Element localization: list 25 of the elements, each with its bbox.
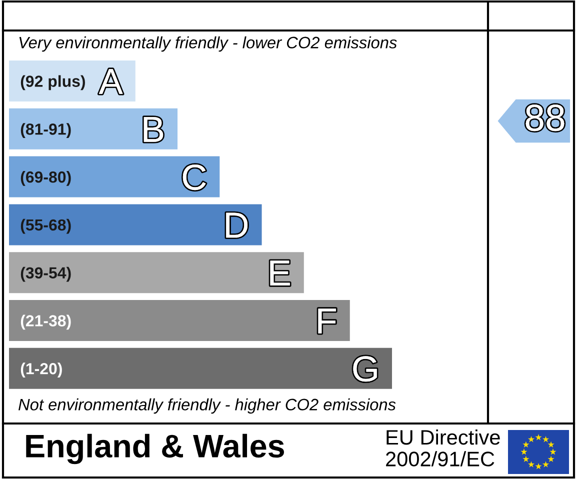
y-tick-label: (55-68) — [20, 218, 71, 234]
text: Very environmentally friendly - lower CO2 emissions — [19, 36, 397, 52]
bar — [9, 204, 262, 246]
annotation: A — [98, 69, 123, 94]
text: EU Directive 2002/91/EC — [386, 429, 500, 466]
text: England & Wales — [26, 434, 284, 464]
bar — [9, 300, 350, 341]
annotation: D — [226, 212, 248, 238]
annotation: C — [182, 164, 206, 190]
bar — [9, 348, 392, 389]
text: 88 — [526, 104, 564, 132]
bar — [9, 252, 304, 294]
annotation: F — [318, 308, 336, 334]
y-tick-label: (69-80) — [20, 171, 71, 186]
annotation: E — [270, 260, 290, 286]
y-tick-label: (21-38) — [20, 314, 71, 330]
y-tick-label: (81-91) — [20, 123, 71, 138]
bar — [9, 156, 220, 198]
annotation: G — [353, 356, 377, 382]
annotation: B — [144, 116, 164, 142]
text: Not environmentally friendly - higher CO2 emissions — [18, 398, 396, 414]
y-tick-label: (39-54) — [20, 266, 71, 282]
y-tick-label: (92 plus) — [20, 75, 85, 90]
y-tick-label: (1-20) — [20, 362, 62, 378]
bar — [9, 108, 178, 150]
